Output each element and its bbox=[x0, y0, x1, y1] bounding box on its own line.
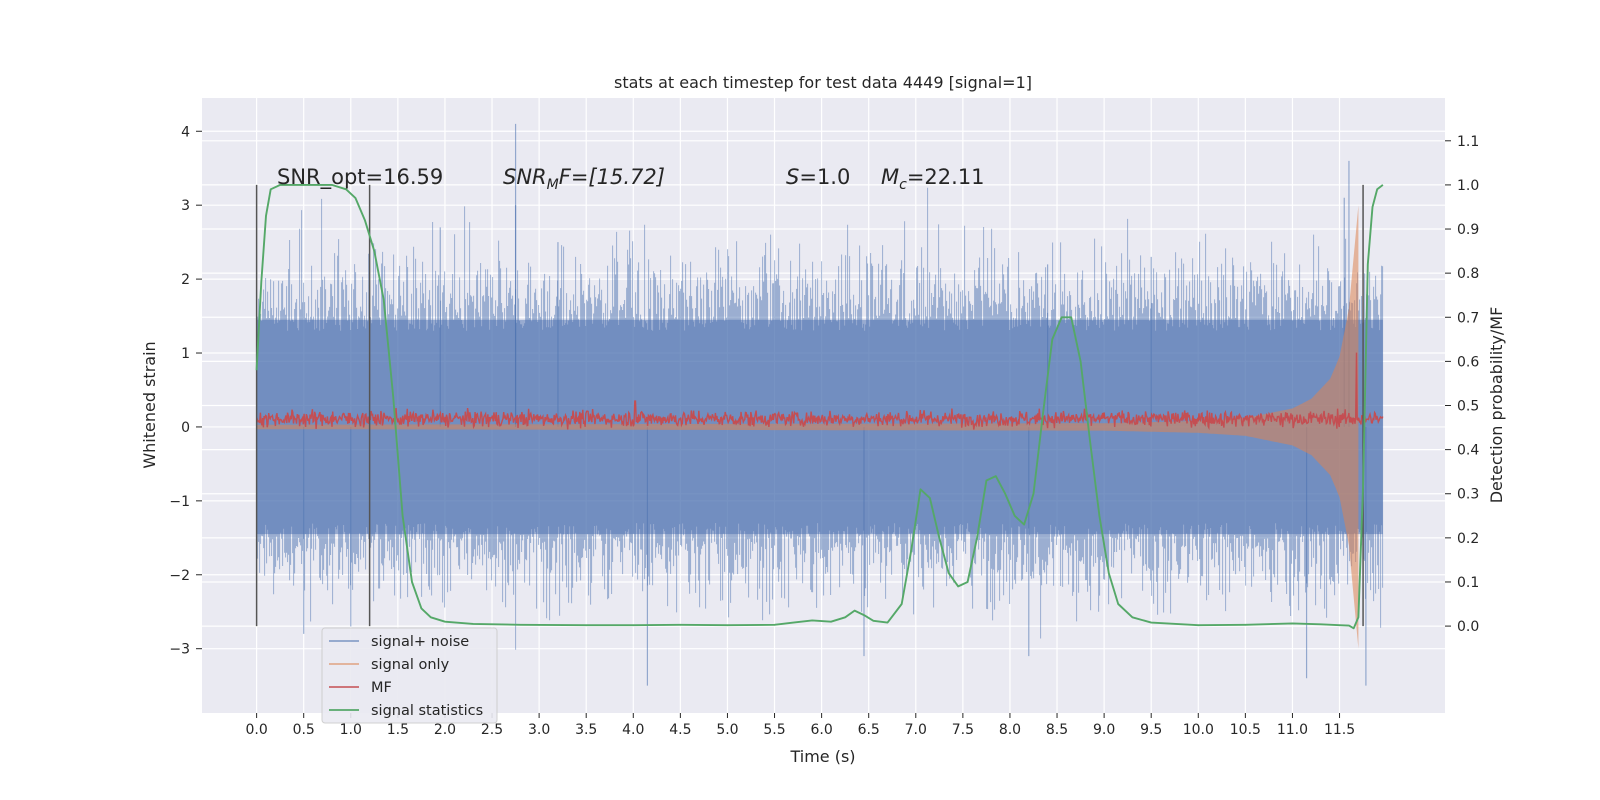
chart-title: stats at each timestep for test data 444… bbox=[614, 73, 1032, 92]
signal-only-series bbox=[256, 205, 1359, 649]
x-tick-label: 6.0 bbox=[810, 722, 832, 738]
annotation-snr-opt: SNR_opt=16.59 bbox=[277, 165, 443, 190]
right-y-tick-label: 0.0 bbox=[1457, 619, 1479, 635]
annotation-s: S=1.0 bbox=[786, 165, 850, 189]
x-tick-label: 8.0 bbox=[999, 722, 1021, 738]
legend-box bbox=[321, 627, 498, 724]
legend: signal+ noise signal only MF signal stat… bbox=[321, 627, 498, 724]
x-axis-ticks: 0.0 0.5 1.0 1.5 2.0 2.5 3.0 3.5 4.0 4.5 5.0 5.5 6.0 6… bbox=[245, 713, 1355, 738]
right-y-tick-label: 0.3 bbox=[1457, 487, 1479, 503]
legend-label-signal-noise: signal+ noise bbox=[371, 634, 469, 650]
right-y-tick-label: 0.1 bbox=[1457, 575, 1479, 591]
legend-label-mf: MF bbox=[371, 680, 392, 696]
x-axis-label: Time (s) bbox=[789, 747, 855, 766]
x-tick-label: 11.5 bbox=[1324, 722, 1355, 738]
left-y-axis-ticks: 4 3 2 1 0 −1 −2 −3 bbox=[169, 124, 202, 658]
signal-only-envelope bbox=[256, 205, 1359, 649]
left-y-tick-label: −3 bbox=[169, 642, 190, 658]
x-tick-label: 11.0 bbox=[1277, 722, 1308, 738]
right-y-tick-label: 0.9 bbox=[1457, 222, 1479, 238]
right-y-tick-label: 0.7 bbox=[1457, 310, 1479, 326]
signal-statistics-trace bbox=[255, 183, 1384, 630]
left-y-tick-label: 0 bbox=[181, 420, 190, 436]
right-y-tick-label: 0.6 bbox=[1457, 354, 1479, 370]
x-tick-label: 10.0 bbox=[1183, 722, 1214, 738]
left-y-tick-label: 1 bbox=[181, 346, 190, 362]
right-y-tick-label: 0.5 bbox=[1457, 399, 1479, 415]
x-tick-label: 1.5 bbox=[387, 722, 409, 738]
x-tick-label: 5.0 bbox=[716, 722, 738, 738]
left-y-tick-label: −2 bbox=[169, 568, 190, 584]
left-y-axis-label: Whitened strain bbox=[140, 341, 159, 468]
x-tick-label: 9.5 bbox=[1140, 722, 1162, 738]
legend-label-signal-only: signal only bbox=[371, 657, 450, 673]
right-y-tick-label: 0.4 bbox=[1457, 443, 1479, 459]
left-y-tick-label: 2 bbox=[181, 272, 190, 288]
mf-series bbox=[255, 352, 1384, 431]
x-tick-label: 0.0 bbox=[245, 722, 267, 738]
right-y-axis-label: Detection probability/MF bbox=[1487, 307, 1506, 504]
signal-statistics-series bbox=[255, 183, 1384, 630]
x-tick-label: 1.0 bbox=[340, 722, 362, 738]
x-tick-label: 4.5 bbox=[669, 722, 691, 738]
right-y-tick-label: 0.2 bbox=[1457, 531, 1479, 547]
x-tick-label: 7.0 bbox=[905, 722, 927, 738]
x-tick-label: 8.5 bbox=[1046, 722, 1068, 738]
right-y-tick-label: 1.1 bbox=[1457, 134, 1479, 150]
x-tick-label: 9.0 bbox=[1093, 722, 1115, 738]
legend-label-signal-statistics: signal statistics bbox=[371, 703, 483, 719]
x-tick-label: 6.5 bbox=[858, 722, 880, 738]
right-y-tick-label: 0.8 bbox=[1457, 266, 1479, 282]
x-tick-label: 2.0 bbox=[434, 722, 456, 738]
left-y-tick-label: 4 bbox=[181, 124, 190, 140]
annotation-snr-mf: SNRMF=[15.72] bbox=[503, 165, 665, 193]
x-tick-label: 0.5 bbox=[293, 722, 315, 738]
x-tick-label: 7.5 bbox=[952, 722, 974, 738]
x-tick-label: 3.5 bbox=[575, 722, 597, 738]
annotations: SNR_opt=16.59 SNRMF=[15.72] S=1.0 Mc=22.… bbox=[277, 165, 985, 193]
annotation-mc: Mc=22.11 bbox=[881, 165, 985, 193]
right-y-tick-label: 1.0 bbox=[1457, 178, 1479, 194]
x-tick-label: 5.5 bbox=[763, 722, 785, 738]
vertical-markers bbox=[255, 184, 1364, 627]
mf-trace bbox=[255, 352, 1384, 431]
right-y-axis-ticks: 1.1 1.0 0.9 0.8 0.7 0.6 0.5 0.4 0.3 0.2 0.1 0.0 bbox=[1445, 134, 1479, 635]
left-y-tick-label: 3 bbox=[181, 198, 190, 214]
left-y-tick-label: −1 bbox=[169, 494, 190, 510]
x-tick-label: 10.5 bbox=[1230, 722, 1261, 738]
x-tick-label: 4.0 bbox=[622, 722, 644, 738]
x-tick-label: 3.0 bbox=[528, 722, 550, 738]
x-tick-label: 2.5 bbox=[481, 722, 503, 738]
